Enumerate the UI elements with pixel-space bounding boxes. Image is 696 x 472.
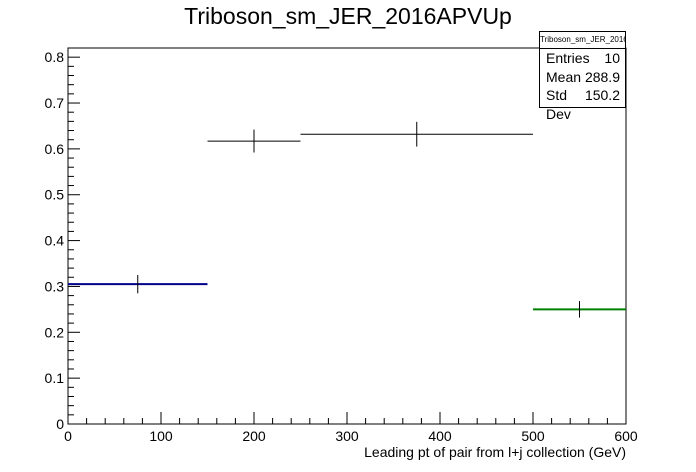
y-tick-label: 0.6 — [45, 141, 65, 157]
y-tick-label: 0.4 — [45, 233, 65, 249]
x-tick-label: 200 — [242, 428, 266, 444]
stats-label: Std Dev — [546, 87, 571, 122]
y-tick-label: 0 — [56, 416, 64, 432]
histogram-bin — [300, 121, 533, 147]
x-axis: 0 100 200 300 400 500 600 — [64, 412, 638, 444]
histogram-bins — [68, 121, 626, 318]
x-tick-label: 300 — [335, 428, 359, 444]
stats-value: 288.9 — [584, 68, 620, 85]
x-tick-label: 100 — [149, 428, 173, 444]
x-tick-label: 400 — [428, 428, 452, 444]
y-tick-label: 0.5 — [45, 187, 65, 203]
stats-row-mean: Mean 288.9 — [540, 68, 625, 87]
histogram-bin — [533, 301, 626, 318]
x-axis-label: Leading pt of pair from l+j collection (… — [364, 444, 626, 460]
y-tick-label: 0.2 — [45, 324, 65, 340]
y-tick-label: 0.8 — [45, 49, 65, 65]
histogram-bin — [207, 129, 301, 153]
y-tick-label: 0.3 — [45, 278, 65, 294]
x-tick-label: 500 — [521, 428, 545, 444]
stats-label: Mean — [546, 68, 582, 85]
x-tick-label: 600 — [614, 428, 638, 444]
x-tick-label: 0 — [64, 428, 72, 444]
stats-value: 150.2 — [584, 87, 620, 103]
chart-title: Triboson_sm_JER_2016APVUp — [184, 3, 512, 29]
stats-value: 10 — [604, 50, 620, 66]
y-tick-label: 0.7 — [45, 95, 65, 111]
stats-box: Triboson_sm_JER_2016APVUp Entries 10 Mea… — [539, 31, 626, 122]
stats-label: Entries — [546, 50, 590, 66]
y-axis: 0 0.1 0.2 0.3 0.4 0.5 0.6 0.7 0.8 — [45, 49, 80, 432]
y-tick-label: 0.1 — [45, 370, 65, 386]
stats-title: Triboson_sm_JER_2016APVUp — [540, 32, 625, 49]
stats-row-stddev: Std Dev 150.2 — [540, 86, 625, 123]
stats-row-entries: Entries 10 — [540, 49, 625, 68]
histogram-bin — [68, 274, 208, 294]
